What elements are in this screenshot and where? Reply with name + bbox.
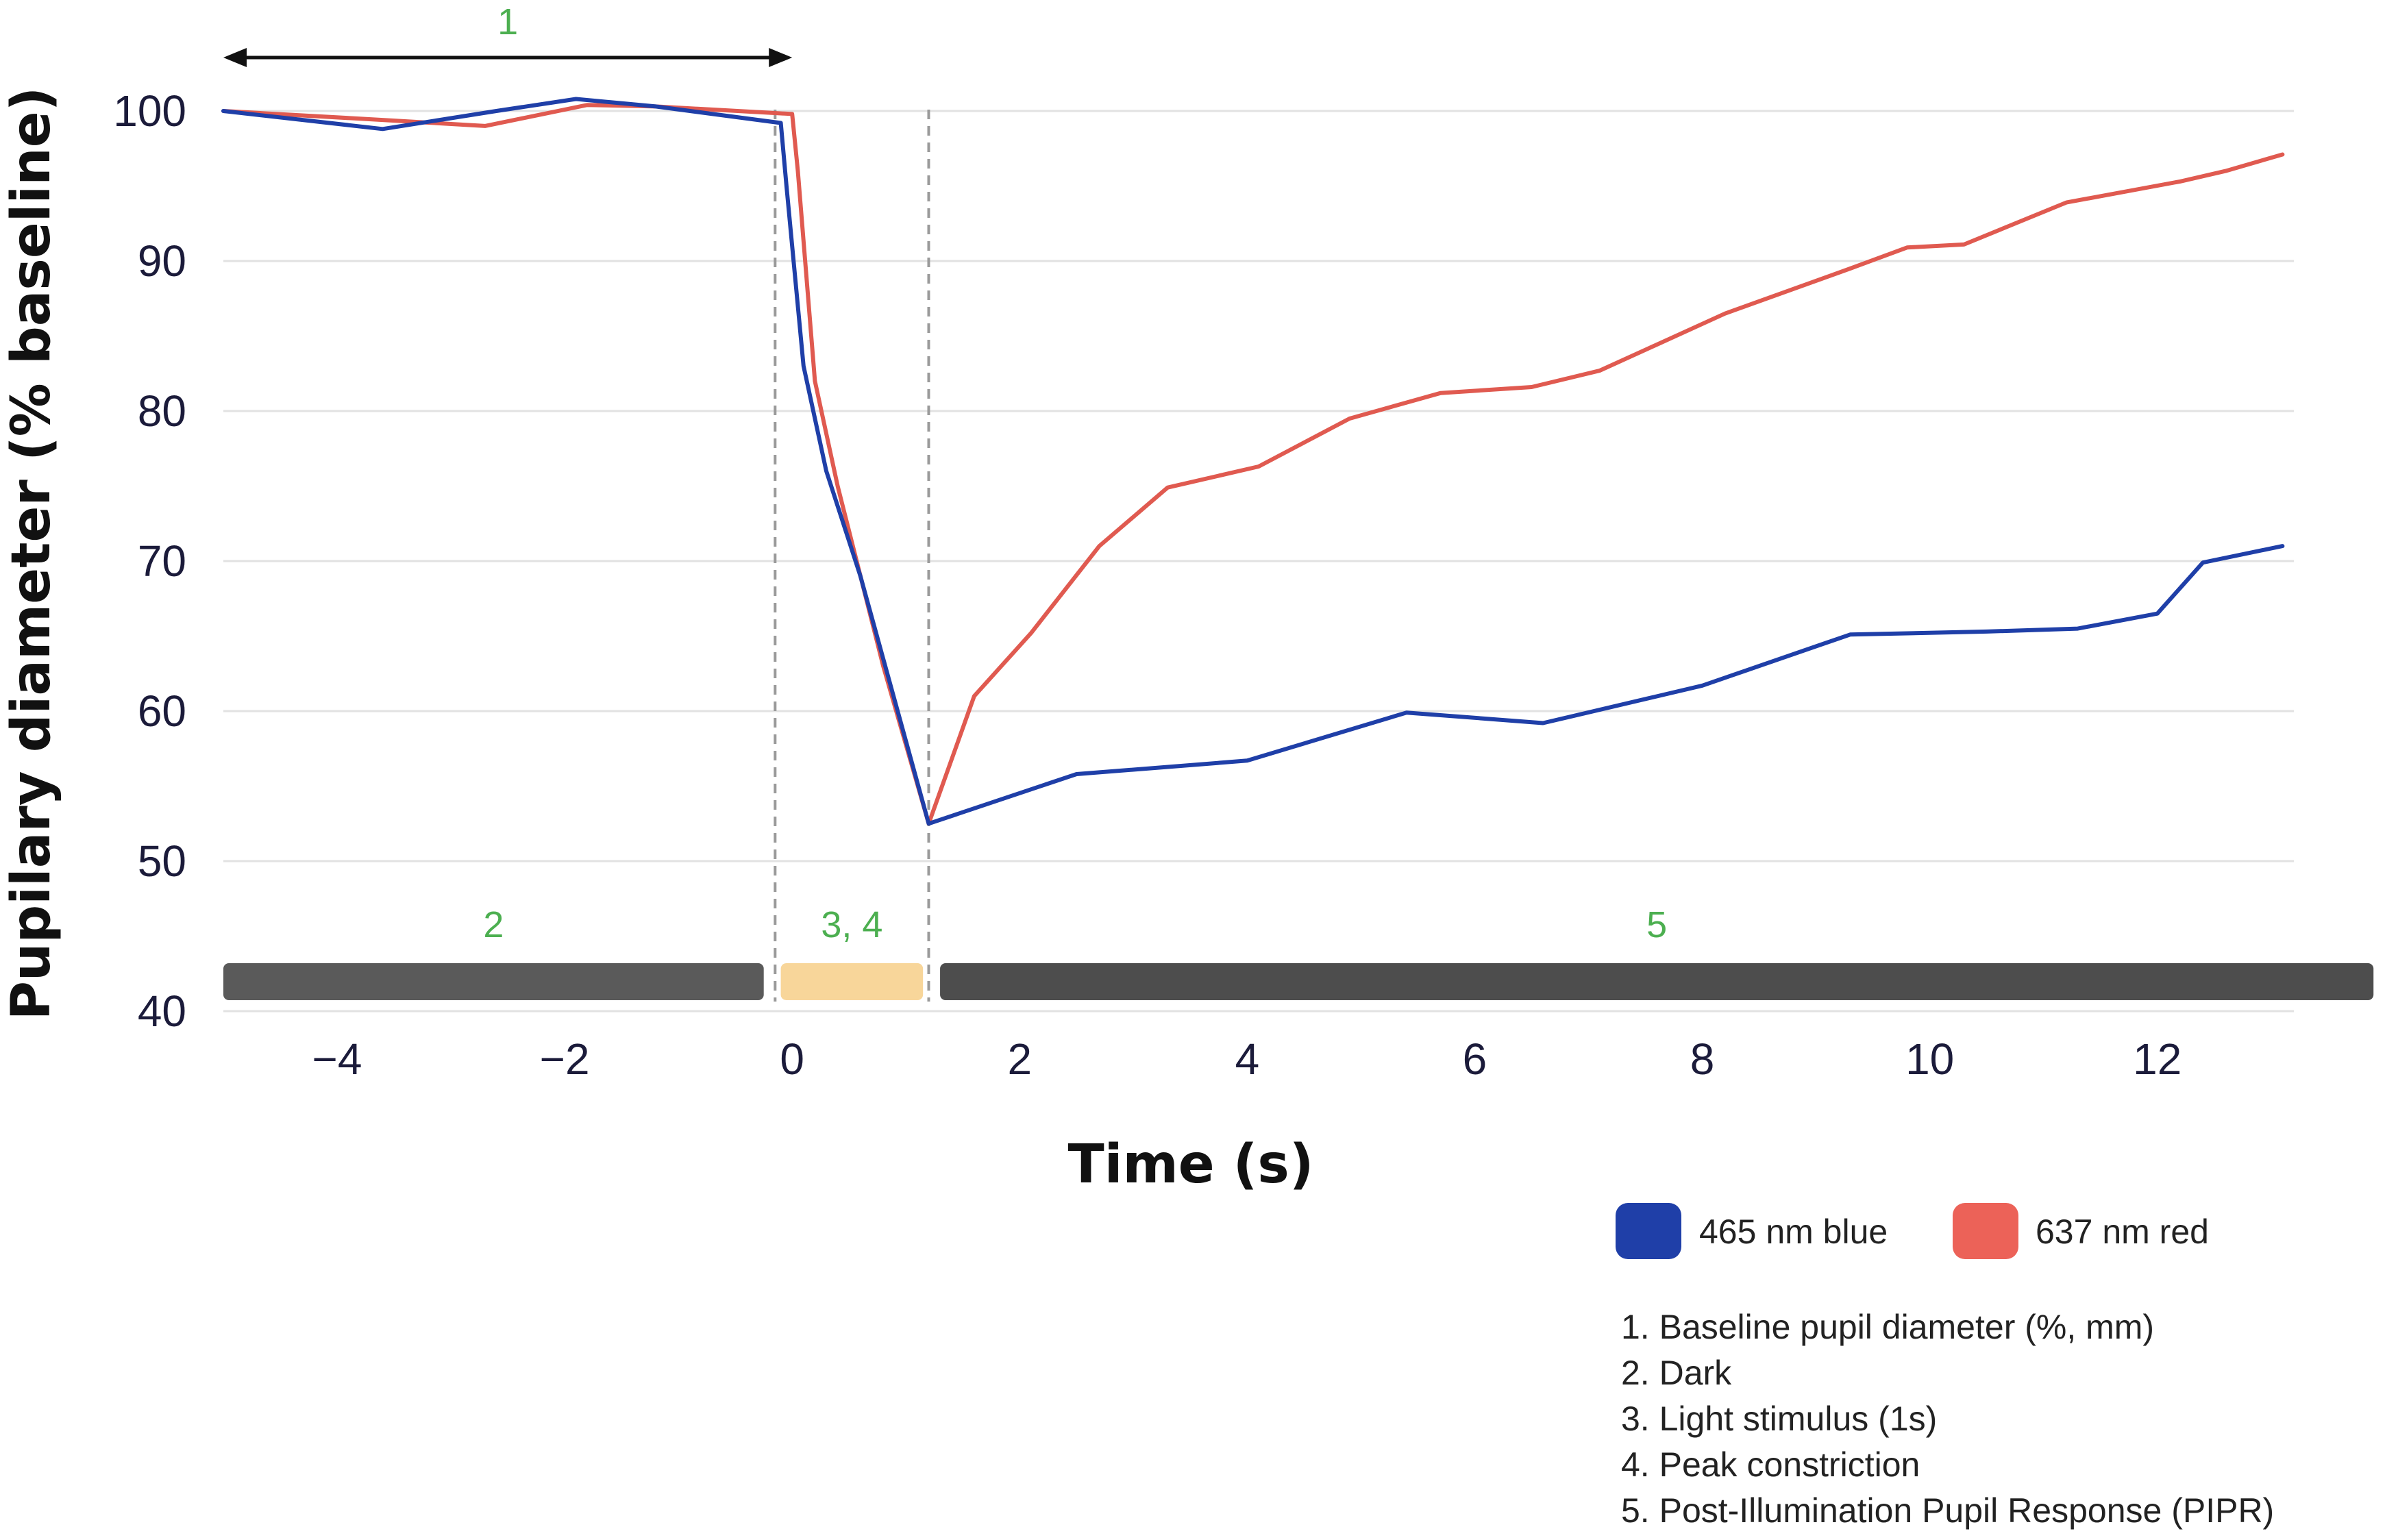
marker-dashed-lines bbox=[774, 110, 930, 1002]
y-axis-title: Pupilary diameter (% baseline) bbox=[1, 87, 62, 1021]
x-axis-ticks: −4 −2 0 2 4 6 8 10 12 bbox=[312, 1034, 2182, 1084]
y-tick-50: 50 bbox=[138, 836, 186, 886]
note-5: 5. Post-Illumination Pupil Response (PIP… bbox=[1621, 1491, 2274, 1530]
series-line-red bbox=[221, 103, 2285, 826]
phase-label-2: 3, 4 bbox=[821, 904, 882, 945]
arrow-head-right bbox=[769, 48, 793, 67]
legend-label-red: 637 nm red bbox=[2036, 1213, 2209, 1251]
phase-bar-3 bbox=[940, 963, 2374, 1000]
phase-label-3: 5 bbox=[1646, 904, 1667, 945]
y-tick-80: 80 bbox=[138, 386, 186, 436]
x-tick-8: 8 bbox=[1690, 1034, 1715, 1084]
phase-bars: 2 3, 4 5 bbox=[223, 904, 2374, 1000]
x-tick--4: −4 bbox=[312, 1034, 362, 1084]
grid-lines bbox=[223, 110, 2294, 1013]
baseline-arrow: 1 bbox=[223, 1, 793, 67]
x-axis-title: Time (s) bbox=[1068, 1134, 1314, 1195]
x-tick-12: 12 bbox=[2133, 1034, 2181, 1084]
legend-label-blue: 465 nm blue bbox=[1699, 1213, 1888, 1251]
legend-swatch-red bbox=[1953, 1203, 2018, 1259]
arrow-head-left bbox=[223, 48, 247, 67]
series-lines bbox=[221, 97, 2285, 826]
x-tick-2: 2 bbox=[1008, 1034, 1033, 1084]
legend: 465 nm blue 637 nm red bbox=[1616, 1203, 2209, 1259]
phase-bar-2 bbox=[780, 963, 924, 1000]
x-tick--2: −2 bbox=[540, 1034, 590, 1084]
phase-bar-1 bbox=[223, 963, 764, 1000]
note-4: 4. Peak constriction bbox=[1621, 1445, 1920, 1484]
x-tick-6: 6 bbox=[1463, 1034, 1487, 1084]
phase-label-1: 2 bbox=[483, 904, 504, 945]
legend-swatch-blue bbox=[1616, 1203, 1681, 1259]
series-line-blue bbox=[221, 97, 2285, 826]
arrow-label: 1 bbox=[497, 1, 518, 42]
y-tick-70: 70 bbox=[138, 536, 186, 586]
y-tick-100: 100 bbox=[113, 86, 186, 136]
phase-notes: 1. Baseline pupil diameter (%, mm) 2. Da… bbox=[1621, 1308, 2274, 1530]
x-tick-0: 0 bbox=[780, 1034, 804, 1084]
note-1: 1. Baseline pupil diameter (%, mm) bbox=[1621, 1308, 2154, 1346]
note-3: 3. Light stimulus (1s) bbox=[1621, 1400, 1937, 1438]
y-axis-ticks: 40 50 60 70 80 90 100 bbox=[113, 86, 186, 1036]
note-2: 2. Dark bbox=[1621, 1354, 1732, 1392]
y-tick-60: 60 bbox=[138, 686, 186, 736]
x-tick-10: 10 bbox=[1905, 1034, 1954, 1084]
y-tick-90: 90 bbox=[138, 236, 186, 286]
y-tick-40: 40 bbox=[138, 986, 186, 1036]
x-tick-4: 4 bbox=[1235, 1034, 1260, 1084]
